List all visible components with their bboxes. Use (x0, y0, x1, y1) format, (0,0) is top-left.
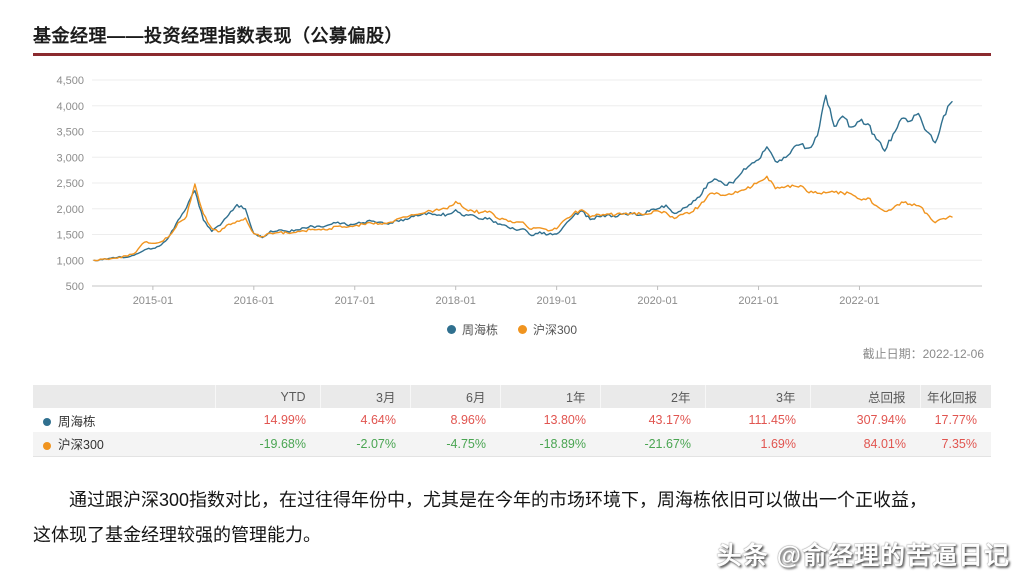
y-axis-tick-label: 1,000 (56, 255, 84, 267)
x-axis-tick-label: 2017-01 (335, 295, 375, 307)
column-header (33, 385, 216, 408)
return-value-cell: 17.77% (920, 408, 991, 432)
y-axis-tick-label: 4,000 (56, 101, 84, 113)
y-axis-tick-label: 1,500 (56, 230, 84, 242)
series-line-0 (93, 94, 953, 262)
y-axis-tick-label: 3,500 (56, 127, 84, 139)
y-axis-tick-label: 3,000 (56, 152, 84, 164)
return-value-cell: 307.94% (810, 408, 920, 432)
return-value-cell: 7.35% (920, 432, 991, 457)
performance-chart: 500 1,000 1,500 2,000 2,500 3,000 3,500 4,000 4,… (56, 75, 982, 307)
y-axis-tick-label: 2,000 (56, 204, 84, 216)
table-row: 周海栋 14.99% 4.64% 8.96% 13.80% 43.17% 111.45% 30… (33, 408, 991, 432)
return-value-cell: -21.67% (600, 432, 705, 457)
return-value-cell: 4.64% (320, 408, 410, 432)
column-header: 3年 (705, 385, 811, 408)
as-of-date: 截止日期：2022-12-06 (862, 347, 984, 361)
performance-table: YTD 3月 6月 1年 2年 3年 总回报 年化回报 周海栋 14.99% 4.64% 8.96%… (33, 385, 991, 457)
return-value-cell: 111.45% (705, 408, 810, 432)
return-value-cell: 1.69% (705, 432, 810, 457)
watermark: 头条 @俞经理的苦逼日记 (716, 542, 1010, 570)
x-axis-tick-label: 2016-01 (234, 295, 274, 307)
y-axis-tick-label: 500 (66, 281, 84, 293)
commentary-line-1: 通过跟沪深300指数对比，在过往得年份中，尤其是在今年的市场环境下，周海栋依旧可… (69, 490, 928, 510)
column-header: 1年 (500, 385, 601, 408)
row-name-cell: 沪深300 (33, 432, 215, 457)
x-axis-tick-label: 2022-01 (839, 295, 879, 307)
column-header: 6月 (410, 385, 501, 408)
return-value-cell: 84.01% (810, 432, 920, 457)
legend-item: 沪深300 (517, 321, 578, 338)
x-axis-tick-label: 2018-01 (436, 295, 476, 307)
return-value-cell: -2.07% (320, 432, 410, 457)
column-header: 总回报 (810, 385, 921, 408)
return-value-cell: -19.68% (215, 432, 320, 457)
column-header: 年化回报 (920, 385, 991, 408)
series-dot-icon (43, 441, 51, 450)
x-axis-tick-label: 2021-01 (738, 295, 778, 307)
legend-label: 沪深300 (532, 322, 578, 337)
x-axis-tick-label: 2015-01 (133, 295, 173, 307)
legend-dot-icon (517, 324, 527, 334)
chart-area: 500 1,000 1,500 2,000 2,500 3,000 3,500 4,000 4,… (40, 66, 990, 314)
table-row: 沪深300 -19.68% -2.07% -4.75% -18.89% -21.67% 1.… (33, 432, 991, 457)
performance-table-wrap: YTD 3月 6月 1年 2年 3年 总回报 年化回报 周海栋 14.99% 4.64% 8.96%… (33, 385, 991, 457)
title-underline (33, 53, 991, 56)
series-line-1 (93, 175, 953, 262)
chart-legend: 周海栋 沪深300 (0, 320, 1024, 338)
return-value-cell: 14.99% (215, 408, 320, 432)
return-value-cell: -4.75% (410, 432, 500, 457)
commentary: 通过跟沪深300指数对比，在过往得年份中，尤其是在今年的市场环境下，周海栋依旧可… (33, 483, 991, 553)
y-axis-tick-label: 2,500 (56, 178, 84, 190)
x-axis-tick-label: 2019-01 (536, 295, 576, 307)
return-value-cell: 43.17% (600, 408, 705, 432)
column-header: YTD (215, 385, 321, 408)
return-value-cell: -18.89% (500, 432, 600, 457)
return-value-cell: 13.80% (500, 408, 600, 432)
legend-item: 周海栋 (446, 321, 498, 338)
return-value-cell: 8.96% (410, 408, 500, 432)
legend-label: 周海栋 (461, 322, 498, 337)
legend-dot-icon (446, 324, 456, 334)
column-header: 2年 (600, 385, 706, 408)
row-name-cell: 周海栋 (33, 408, 215, 432)
y-axis-tick-label: 4,500 (56, 75, 84, 87)
commentary-line-2: 这体现了基金经理较强的管理能力。 (33, 525, 321, 546)
table-body: 周海栋 14.99% 4.64% 8.96% 13.80% 43.17% 111.45% 30… (33, 408, 991, 457)
table-header: YTD 3月 6月 1年 2年 3年 总回报 年化回报 (33, 385, 991, 408)
column-header: 3月 (320, 385, 411, 408)
series-dot-icon (43, 418, 51, 427)
x-axis-tick-label: 2020-01 (637, 295, 677, 307)
page-title: 基金经理——投资经理指数表现（公募偏股） (33, 26, 403, 46)
